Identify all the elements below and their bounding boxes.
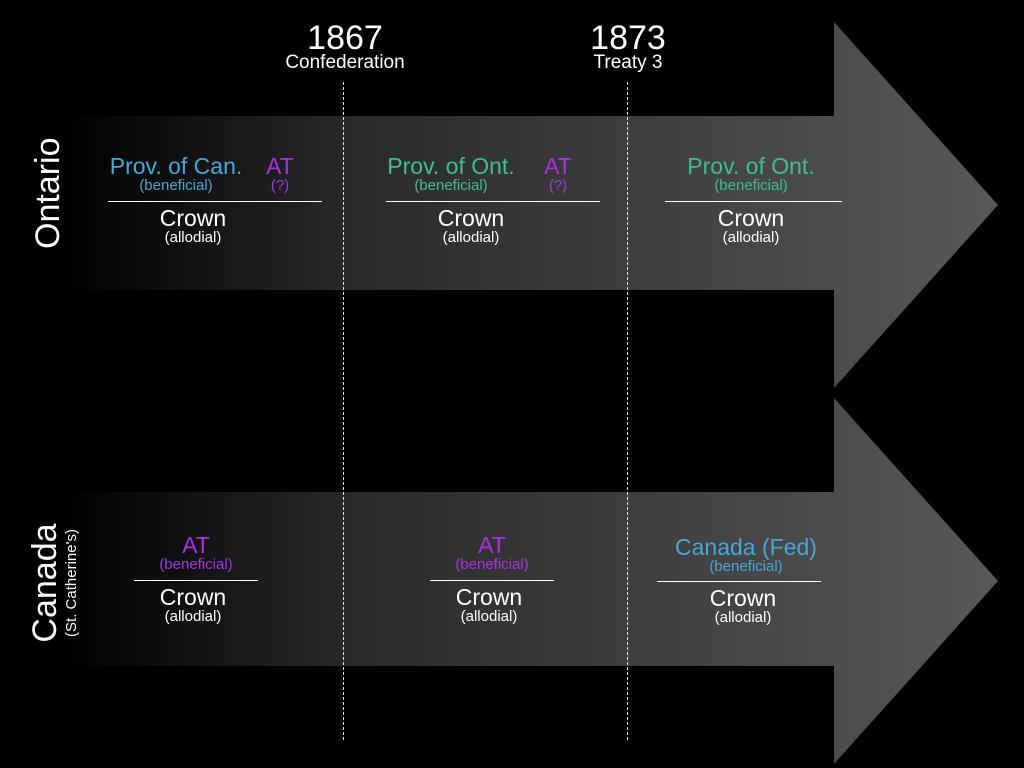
ontario-p2-crown: Crown xyxy=(437,205,505,231)
ontario-p2-at-sub: (?) xyxy=(548,177,568,194)
row-label-ontario: Ontario xyxy=(28,138,68,250)
canada-p2-crown: Crown xyxy=(455,584,523,610)
ontario-p3-holder: Prov. of Ont. xyxy=(687,153,815,179)
ontario-p1-divider xyxy=(108,201,322,202)
canada-p1-divider xyxy=(134,580,258,581)
canada-p3-divider xyxy=(657,581,821,582)
canada-sublabel-text: (St. Catherine's) xyxy=(63,529,80,637)
marker-year-1867: 1867 xyxy=(307,19,383,57)
marker-event-treaty3: Treaty 3 xyxy=(593,52,663,73)
ontario-p1-at-sub: (?) xyxy=(270,177,290,194)
ontario-p2-holder: Prov. of Ont. xyxy=(387,153,515,179)
ontario-p2-crown-sub: (allodial) xyxy=(442,229,500,246)
marker-event-confederation: Confederation xyxy=(285,52,405,73)
canada-p2-crown-sub: (allodial) xyxy=(460,608,518,625)
marker-year-1873: 1873 xyxy=(590,19,666,57)
ontario-p3-crown: Crown xyxy=(717,205,785,231)
ontario-p1-crown: Crown xyxy=(159,205,227,231)
canada-arrow xyxy=(60,398,998,764)
canada-p2-holder: AT xyxy=(478,532,506,558)
ontario-p2-divider xyxy=(386,201,600,202)
ontario-p3-holder-sub: (beneficial) xyxy=(714,177,788,194)
canada-p2-holder-sub: (beneficial) xyxy=(455,556,529,573)
confederation-line xyxy=(343,82,344,740)
canada-p3-crown-sub: (allodial) xyxy=(714,609,772,626)
ontario-p2-holder-sub: (beneficial) xyxy=(414,177,488,194)
canada-p2-divider xyxy=(430,580,554,581)
ontario-p3-crown-sub: (allodial) xyxy=(722,229,780,246)
ontario-arrow xyxy=(60,22,998,388)
canada-label-text: Canada xyxy=(26,523,64,643)
canada-p1-holder-sub: (beneficial) xyxy=(159,556,233,573)
ontario-p1-holder-sub: (beneficial) xyxy=(139,177,213,194)
ontario-p2-at: AT xyxy=(544,153,572,179)
canada-p3-holder-sub: (beneficial) xyxy=(709,558,783,575)
ontario-p3-divider xyxy=(665,201,842,202)
treaty3-line xyxy=(627,82,628,740)
canada-p1-crown-sub: (allodial) xyxy=(164,608,222,625)
canada-p3-holder: Canada (Fed) xyxy=(675,534,817,560)
canada-p1-holder: AT xyxy=(182,532,210,558)
ontario-label-text: Ontario xyxy=(29,137,67,250)
canada-p1-crown: Crown xyxy=(159,584,227,610)
row-label-canada: Canada (St. Catherine's) xyxy=(26,518,83,648)
ontario-p1-holder: Prov. of Can. xyxy=(109,153,243,179)
canada-p3-crown: Crown xyxy=(709,585,777,611)
ontario-p1-crown-sub: (allodial) xyxy=(164,229,222,246)
ontario-p1-at: AT xyxy=(266,153,294,179)
